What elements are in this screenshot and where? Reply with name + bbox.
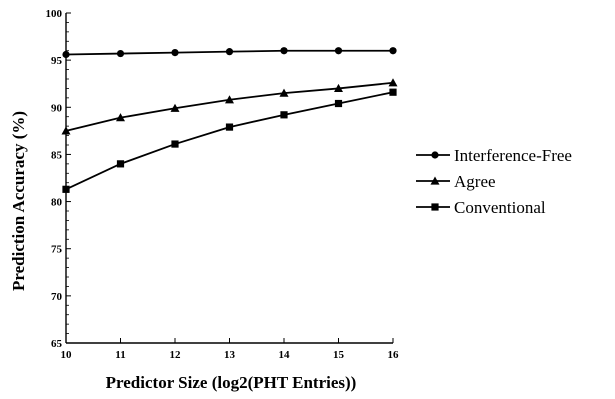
data-point bbox=[225, 95, 234, 104]
chart-axes bbox=[65, 13, 393, 344]
legend-item: Conventional bbox=[416, 198, 546, 217]
data-point bbox=[389, 88, 397, 96]
y-tick-label: 100 bbox=[46, 8, 63, 20]
x-tick-label: 11 bbox=[115, 349, 125, 361]
x-axis-label: Predictor Size (log2(PHT Entries)) bbox=[106, 373, 357, 392]
x-tick-label: 13 bbox=[224, 349, 236, 361]
chart-legend: Interference-Free Agree Conventional bbox=[416, 146, 572, 217]
series-agree bbox=[61, 78, 398, 135]
data-point bbox=[170, 103, 180, 112]
series-conventional bbox=[62, 88, 397, 193]
legend-label: Agree bbox=[454, 172, 496, 191]
data-point bbox=[280, 111, 288, 119]
series-line bbox=[65, 91, 394, 191]
data-point bbox=[116, 49, 125, 58]
data-point bbox=[279, 88, 289, 97]
data-point bbox=[334, 99, 343, 108]
data-point bbox=[334, 47, 343, 55]
series-interference-free bbox=[62, 47, 397, 59]
data-point bbox=[334, 83, 343, 93]
y-axis-ticks: 65 70 75 80 85 90 95 100 bbox=[46, 8, 71, 350]
y-tick-label: 90 bbox=[51, 102, 63, 114]
legend-item: Interference-Free bbox=[416, 146, 572, 165]
data-point bbox=[61, 126, 71, 135]
x-tick-label: 10 bbox=[61, 349, 73, 361]
y-tick-label: 70 bbox=[51, 291, 63, 303]
data-point bbox=[171, 49, 179, 57]
x-axis-ticks: 10 11 12 13 14 15 16 bbox=[61, 338, 400, 361]
y-tick-label: 95 bbox=[51, 55, 63, 67]
legend-marker bbox=[431, 151, 439, 159]
legend-label: Interference-Free bbox=[454, 146, 572, 165]
data-point bbox=[280, 47, 288, 55]
data-point bbox=[171, 140, 179, 148]
x-tick-label: 15 bbox=[333, 349, 345, 361]
data-point bbox=[62, 185, 70, 193]
y-tick-label: 75 bbox=[51, 244, 63, 256]
legend-item: Agree bbox=[416, 172, 496, 191]
chart-series bbox=[61, 47, 398, 193]
y-tick-label: 80 bbox=[51, 197, 63, 209]
y-axis-label: Prediction Accuracy (%) bbox=[9, 111, 28, 291]
y-tick-label: 85 bbox=[51, 149, 63, 161]
legend-marker bbox=[430, 176, 440, 185]
x-tick-label: 16 bbox=[388, 349, 400, 361]
data-point bbox=[225, 123, 234, 131]
data-point bbox=[225, 48, 234, 56]
x-tick-label: 12 bbox=[170, 349, 182, 361]
data-point bbox=[116, 113, 125, 122]
legend-label: Conventional bbox=[454, 198, 546, 217]
x-tick-label: 14 bbox=[279, 349, 291, 361]
y-tick-label: 65 bbox=[51, 338, 63, 350]
data-point bbox=[388, 78, 398, 87]
data-point bbox=[116, 160, 125, 168]
legend-marker bbox=[431, 203, 439, 211]
data-point bbox=[62, 50, 70, 59]
data-point bbox=[389, 47, 397, 55]
